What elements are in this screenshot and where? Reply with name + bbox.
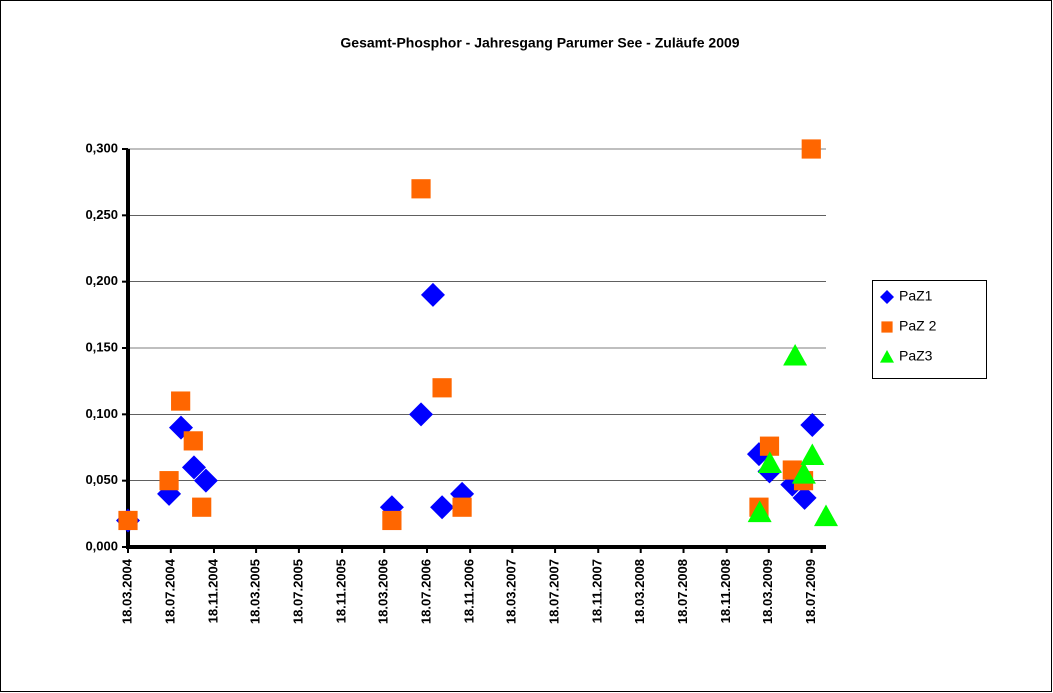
x-tick-label: 18.11.2004	[205, 558, 220, 623]
x-tick-label: 18.03.2009	[760, 559, 775, 624]
data-point	[411, 179, 431, 199]
x-tick-label: 18.03.2008	[632, 559, 647, 624]
data-point	[759, 436, 780, 456]
x-tick-label: 18.11.2005	[334, 559, 349, 623]
data-point	[792, 485, 817, 510]
data-point	[193, 468, 218, 493]
legend-text: PaZ 2	[899, 318, 937, 334]
data-point	[409, 402, 434, 427]
data-point	[430, 495, 455, 520]
y-tick-label: 0,100	[85, 406, 118, 421]
y-tick-label: 0,250	[85, 207, 118, 222]
x-tick-label: 18.11.2006	[462, 559, 477, 623]
data-point	[159, 471, 179, 491]
y-tick-label: 0,300	[85, 140, 118, 155]
data-point	[791, 462, 816, 484]
data-point	[420, 282, 445, 307]
legend-marker	[880, 290, 894, 304]
data-point	[171, 391, 191, 411]
data-point	[783, 343, 808, 366]
y-tick-label: 0,000	[85, 538, 118, 553]
legend-marker	[881, 321, 893, 333]
x-tick-label: 18.07.2006	[418, 559, 433, 624]
x-tick-label: 18.11.2008	[718, 559, 733, 623]
x-tick-label: 18.07.2008	[675, 559, 690, 624]
data-point	[183, 431, 203, 451]
x-tick-label: 18.07.2004	[162, 558, 177, 624]
data-point	[800, 412, 825, 437]
x-tick-label: 18.03.2005	[248, 559, 263, 624]
data-point	[801, 139, 821, 159]
x-tick-label: 18.07.2005	[290, 559, 305, 624]
x-tick-label: 18.03.2004	[119, 558, 134, 624]
legend-marker	[880, 350, 894, 363]
data-point	[181, 455, 206, 480]
legend-text: PaZ3	[899, 348, 933, 364]
x-tick-label: 18.03.2007	[504, 559, 519, 624]
data-point	[432, 378, 452, 398]
y-tick-label: 0,050	[85, 472, 118, 487]
y-tick-label: 0,200	[85, 273, 118, 288]
x-tick-label: 18.07.2007	[547, 559, 562, 624]
x-tick-label: 18.07.2009	[803, 559, 818, 624]
data-point	[800, 443, 825, 466]
chart-title: Gesamt-Phosphor - Jahresgang Parumer See…	[340, 35, 739, 51]
x-tick-label: 18.03.2006	[376, 559, 391, 624]
data-point	[192, 497, 212, 517]
data-point	[452, 497, 472, 517]
data-point	[118, 510, 138, 531]
legend-text: PaZ1	[899, 288, 933, 304]
x-tick-label: 18.11.2007	[590, 559, 605, 623]
data-point	[747, 500, 772, 523]
y-tick-label: 0,150	[85, 339, 118, 354]
data-point	[382, 510, 402, 531]
data-point	[757, 451, 782, 474]
data-point	[814, 504, 838, 527]
